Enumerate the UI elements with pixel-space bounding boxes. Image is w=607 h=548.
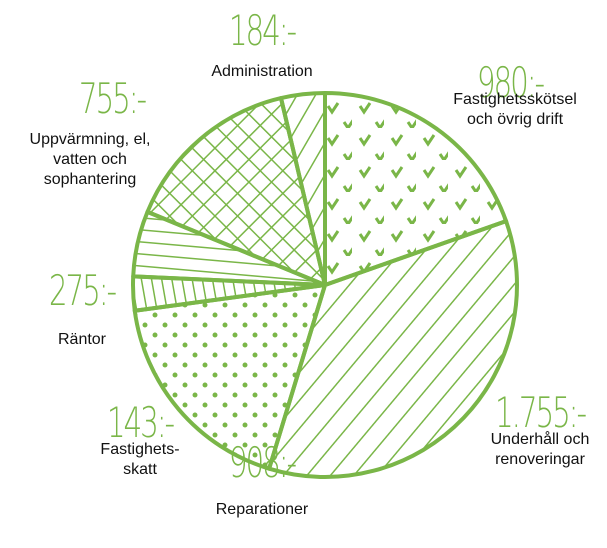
value-label: 275:- xyxy=(49,268,115,314)
value-label: 908:- xyxy=(229,440,295,486)
value-label: 184:- xyxy=(229,8,295,54)
category-label: Fastighets-skatt xyxy=(95,440,185,480)
page: 980:-Fastighetsskötsel och övrig drift1.… xyxy=(0,0,607,548)
value-label: 755:- xyxy=(79,76,145,122)
category-label: Uppvärmning, el, vatten och sophantering xyxy=(15,130,165,190)
category-label: Reparationer xyxy=(192,500,332,520)
category-label: Administration xyxy=(187,62,337,82)
category-label: Fastighetsskötsel och övrig drift xyxy=(440,90,590,130)
category-label: Underhåll och renoveringar xyxy=(470,430,607,470)
category-label: Räntor xyxy=(37,330,127,350)
